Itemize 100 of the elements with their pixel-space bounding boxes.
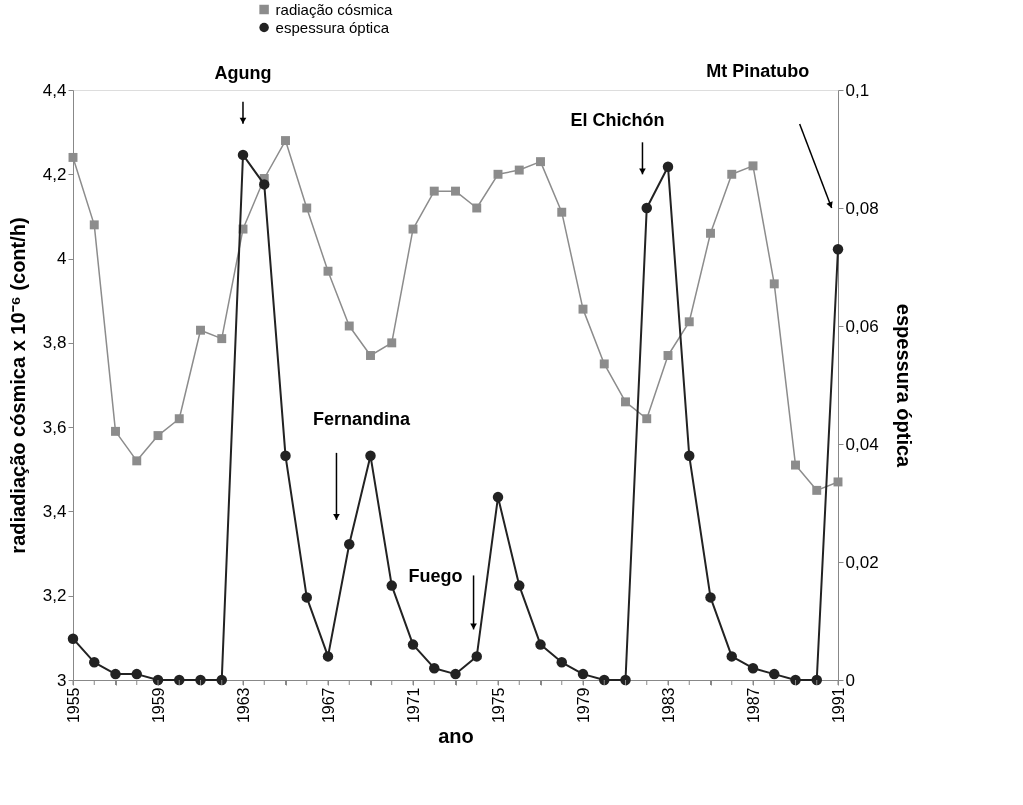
point <box>451 186 460 196</box>
y-tick-label: 3,8 <box>42 333 67 353</box>
point <box>366 351 375 360</box>
y-tick-label: 3 <box>57 670 67 690</box>
point <box>578 304 588 314</box>
point <box>832 244 844 255</box>
x-tick-label: 1979 <box>574 687 592 724</box>
point <box>153 431 163 441</box>
y-tick-label: 4,2 <box>42 164 67 184</box>
point <box>662 161 674 172</box>
point <box>599 674 610 686</box>
y2-tick-label: 0 <box>845 670 855 690</box>
point <box>131 668 142 680</box>
point <box>556 657 567 668</box>
x-tick-label: 1967 <box>319 687 337 724</box>
y-axis-title: radiadiação cósmica x 10⁻⁶ (cont/h) <box>6 217 29 554</box>
x-tick-label: 1987 <box>744 687 762 724</box>
y-tick-label: 3,6 <box>42 417 67 437</box>
point <box>89 220 99 230</box>
point <box>705 592 716 603</box>
point <box>642 414 652 424</box>
point <box>280 450 291 462</box>
y2-tick-label: 0,1 <box>845 80 870 100</box>
point <box>727 169 737 179</box>
point <box>514 580 525 591</box>
point <box>281 136 290 146</box>
point <box>790 674 801 686</box>
point <box>599 359 609 369</box>
point <box>301 592 312 603</box>
x-tick-label: 1963 <box>234 687 252 724</box>
point <box>237 149 249 161</box>
point <box>641 202 652 214</box>
point <box>259 179 270 190</box>
x-tick-label: 1959 <box>149 687 167 724</box>
point <box>769 668 780 680</box>
point <box>726 651 737 662</box>
point <box>110 668 121 680</box>
point <box>429 662 440 674</box>
point <box>514 165 524 175</box>
point <box>747 662 759 674</box>
point <box>111 426 120 436</box>
point <box>577 668 589 680</box>
point <box>684 450 695 462</box>
point <box>344 539 355 550</box>
y-tick-label: 4 <box>57 249 67 269</box>
y-tick-label: 3,4 <box>42 501 67 521</box>
x-tick-label: 1955 <box>64 687 82 724</box>
legend-label: espessura óptica <box>275 18 390 36</box>
y2-tick-label: 0,02 <box>845 552 879 572</box>
point <box>472 203 482 213</box>
point <box>89 657 100 668</box>
point <box>684 317 694 327</box>
point <box>387 338 397 348</box>
point <box>557 207 567 217</box>
point <box>132 456 142 466</box>
text: Mt Pinatubo <box>706 61 810 81</box>
point <box>429 186 439 196</box>
annotation: Fuego <box>408 566 463 587</box>
point <box>811 674 822 686</box>
point <box>217 334 227 344</box>
y-tick-label: 3,2 <box>42 586 67 606</box>
point <box>408 224 418 234</box>
point <box>67 633 79 644</box>
x-tick-label: 1971 <box>404 687 422 724</box>
point <box>769 279 779 289</box>
point <box>621 397 630 407</box>
y2-tick-label: 0,08 <box>845 198 879 218</box>
point <box>174 414 184 424</box>
point <box>536 157 545 167</box>
y2-tick-label: 0,06 <box>845 316 879 336</box>
point <box>344 321 354 331</box>
point <box>706 228 715 238</box>
point <box>323 266 333 276</box>
point <box>450 668 461 680</box>
point <box>365 450 376 462</box>
x-axis-title: ano <box>438 725 474 748</box>
point <box>322 651 334 662</box>
point <box>195 674 206 686</box>
point <box>620 674 631 686</box>
text: Agung <box>214 62 272 83</box>
x-tick-label: 1991 <box>829 687 847 724</box>
annotation: Fernandina <box>312 408 411 429</box>
y-tick-label: 4,4 <box>42 80 67 100</box>
point <box>152 674 164 686</box>
point <box>812 485 822 495</box>
point <box>386 580 397 591</box>
point <box>663 351 673 360</box>
point <box>471 651 482 662</box>
point <box>407 639 419 650</box>
point <box>302 203 312 213</box>
point <box>833 477 843 487</box>
y2-axis-title: espessura óptica <box>892 303 915 469</box>
x-tick-label: 1983 <box>659 687 677 724</box>
point <box>196 325 205 335</box>
point <box>791 460 800 470</box>
point <box>535 639 546 650</box>
point <box>748 161 758 171</box>
annotation: El Chichón <box>570 110 665 131</box>
point <box>68 152 78 162</box>
legend-label: radiação cósmica <box>275 0 393 18</box>
